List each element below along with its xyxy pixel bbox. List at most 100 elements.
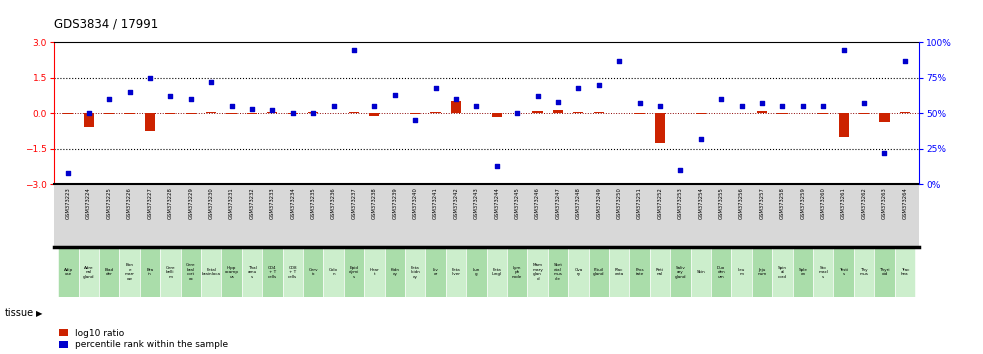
Point: [509, 110, 525, 116]
Point: [122, 89, 138, 95]
Text: GSM373227: GSM373227: [147, 187, 152, 219]
Bar: [691, 247, 711, 297]
Bar: [84, 113, 93, 127]
Bar: [634, 113, 645, 114]
Bar: [548, 247, 568, 297]
Text: GSM373249: GSM373249: [597, 187, 602, 219]
Bar: [344, 247, 364, 297]
Bar: [757, 111, 767, 113]
Bar: [859, 113, 869, 114]
Text: GSM373236: GSM373236: [331, 187, 336, 219]
Legend: log10 ratio, percentile rank within the sample: log10 ratio, percentile rank within the …: [59, 329, 228, 349]
Bar: [880, 113, 890, 121]
Bar: [670, 247, 691, 297]
Text: GSM373251: GSM373251: [637, 187, 642, 219]
Text: GSM373228: GSM373228: [168, 187, 173, 219]
Text: Feta
lungl: Feta lungl: [492, 268, 502, 276]
Text: GSM373244: GSM373244: [494, 187, 499, 219]
Bar: [487, 247, 507, 297]
Point: [896, 58, 912, 64]
Point: [264, 108, 280, 113]
Text: Mam
mary
glan
d: Mam mary glan d: [532, 263, 543, 281]
Text: GSM373255: GSM373255: [719, 187, 723, 219]
Point: [591, 82, 607, 88]
Bar: [160, 247, 181, 297]
Point: [795, 103, 811, 109]
Bar: [364, 247, 384, 297]
Bar: [711, 247, 731, 297]
Bar: [899, 112, 910, 113]
Point: [143, 75, 158, 81]
Text: Trac
hea: Trac hea: [900, 268, 909, 276]
Text: GSM373264: GSM373264: [902, 187, 907, 219]
Text: Bon
e
marr
ow: Bon e marr ow: [125, 263, 135, 281]
Text: GSM373245: GSM373245: [515, 187, 520, 219]
Bar: [655, 113, 665, 143]
Text: Hear
t: Hear t: [370, 268, 379, 276]
Text: GSM373253: GSM373253: [678, 187, 683, 219]
Text: Pituil
gland: Pituil gland: [593, 268, 605, 276]
Text: GSM373223: GSM373223: [66, 187, 71, 219]
Point: [183, 96, 199, 102]
Text: GSM373259: GSM373259: [800, 187, 805, 219]
Point: [836, 47, 851, 52]
Text: GSM373257: GSM373257: [760, 187, 765, 219]
Bar: [186, 113, 196, 114]
Text: Saliv
ary
gland: Saliv ary gland: [674, 266, 686, 279]
Text: GSM373229: GSM373229: [189, 187, 194, 219]
Bar: [629, 247, 650, 297]
Bar: [854, 247, 874, 297]
Point: [407, 118, 423, 123]
Point: [469, 103, 485, 109]
Text: GSM373237: GSM373237: [352, 187, 357, 219]
Bar: [507, 247, 528, 297]
Text: Blad
der: Blad der: [104, 268, 114, 276]
Text: GSM373254: GSM373254: [698, 187, 703, 219]
Text: CD4
+ T
cells: CD4 + T cells: [267, 266, 277, 279]
Text: Cerv
ix: Cerv ix: [309, 268, 318, 276]
Bar: [552, 110, 563, 113]
Point: [244, 106, 260, 112]
Point: [224, 103, 240, 109]
Bar: [594, 112, 604, 113]
Bar: [445, 247, 466, 297]
Text: Liv
er: Liv er: [433, 268, 438, 276]
Text: GSM373230: GSM373230: [208, 187, 213, 219]
Bar: [405, 247, 426, 297]
Text: GSM373243: GSM373243: [474, 187, 479, 219]
Bar: [384, 247, 405, 297]
Point: [530, 93, 546, 99]
Bar: [573, 112, 584, 113]
Text: Plac
enta: Plac enta: [614, 268, 624, 276]
Text: Adre
nal
gland: Adre nal gland: [83, 266, 94, 279]
Bar: [288, 113, 298, 114]
Bar: [696, 113, 706, 114]
Bar: [181, 247, 201, 297]
Text: GSM373260: GSM373260: [821, 187, 826, 219]
Text: Bra
in: Bra in: [146, 268, 153, 276]
Text: Lun
g: Lun g: [473, 268, 480, 276]
Point: [367, 103, 382, 109]
Text: GSM373258: GSM373258: [780, 187, 784, 219]
Text: Fetal
brainloca: Fetal brainloca: [202, 268, 220, 276]
Text: GSM373262: GSM373262: [861, 187, 867, 219]
Text: GSM373242: GSM373242: [453, 187, 458, 219]
Point: [387, 92, 403, 98]
Point: [162, 93, 178, 99]
Text: GSM373238: GSM373238: [372, 187, 376, 219]
Text: tissue: tissue: [5, 308, 34, 318]
Text: Hipp
ocamp
us: Hipp ocamp us: [224, 266, 239, 279]
Point: [81, 110, 96, 116]
Point: [550, 99, 566, 105]
Point: [775, 103, 790, 109]
Point: [101, 96, 117, 102]
Bar: [818, 113, 829, 114]
Point: [672, 167, 688, 173]
Point: [877, 150, 893, 156]
Bar: [874, 247, 895, 297]
Point: [611, 58, 627, 64]
Text: Sple
en: Sple en: [798, 268, 807, 276]
Text: Cere
belli
m: Cere belli m: [165, 266, 175, 279]
Bar: [731, 247, 752, 297]
Point: [652, 103, 667, 109]
